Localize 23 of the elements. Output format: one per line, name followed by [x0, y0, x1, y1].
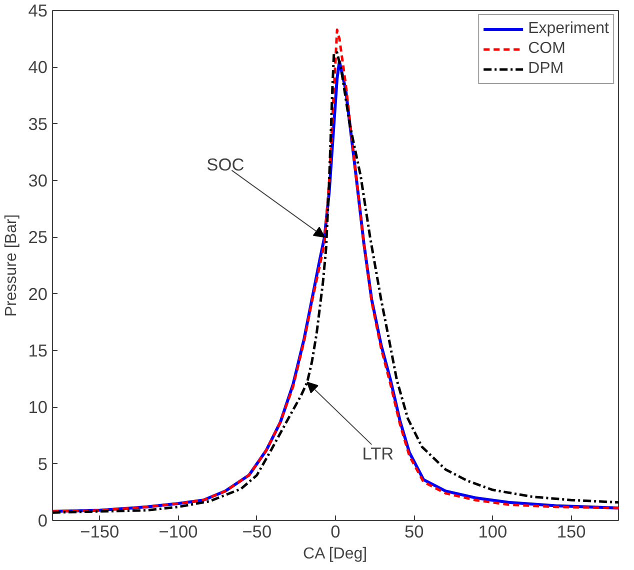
y-tick-label: 35: [28, 114, 48, 134]
annotation: LTR: [362, 444, 394, 464]
x-tick-label: 50: [404, 522, 424, 542]
y-tick-label: 25: [28, 227, 48, 248]
y-tick-label: 10: [28, 397, 48, 418]
legend-label: DPM: [528, 60, 564, 78]
x-tick-label: −50: [242, 522, 272, 542]
y-axis-title: Pressure [Bar]: [3, 214, 20, 317]
annotation: SOC: [206, 154, 244, 175]
x-axis-title: CA [Deg]: [303, 546, 368, 562]
y-tick-label: 40: [28, 57, 48, 78]
legend-label: Experiment: [528, 20, 609, 38]
x-tick-label: 100: [478, 522, 508, 542]
x-tick-label: −100: [158, 522, 198, 542]
x-tick-label: −150: [80, 522, 120, 542]
y-tick-label: 30: [28, 170, 48, 190]
x-tick-label: 150: [556, 522, 586, 542]
y-tick-label: 45: [28, 0, 48, 20]
legend-label: COM: [528, 40, 566, 58]
x-tick-label: 0: [330, 522, 340, 542]
y-tick-label: 15: [28, 340, 48, 360]
y-tick-label: 20: [28, 284, 48, 304]
y-tick-label: 5: [38, 454, 48, 474]
